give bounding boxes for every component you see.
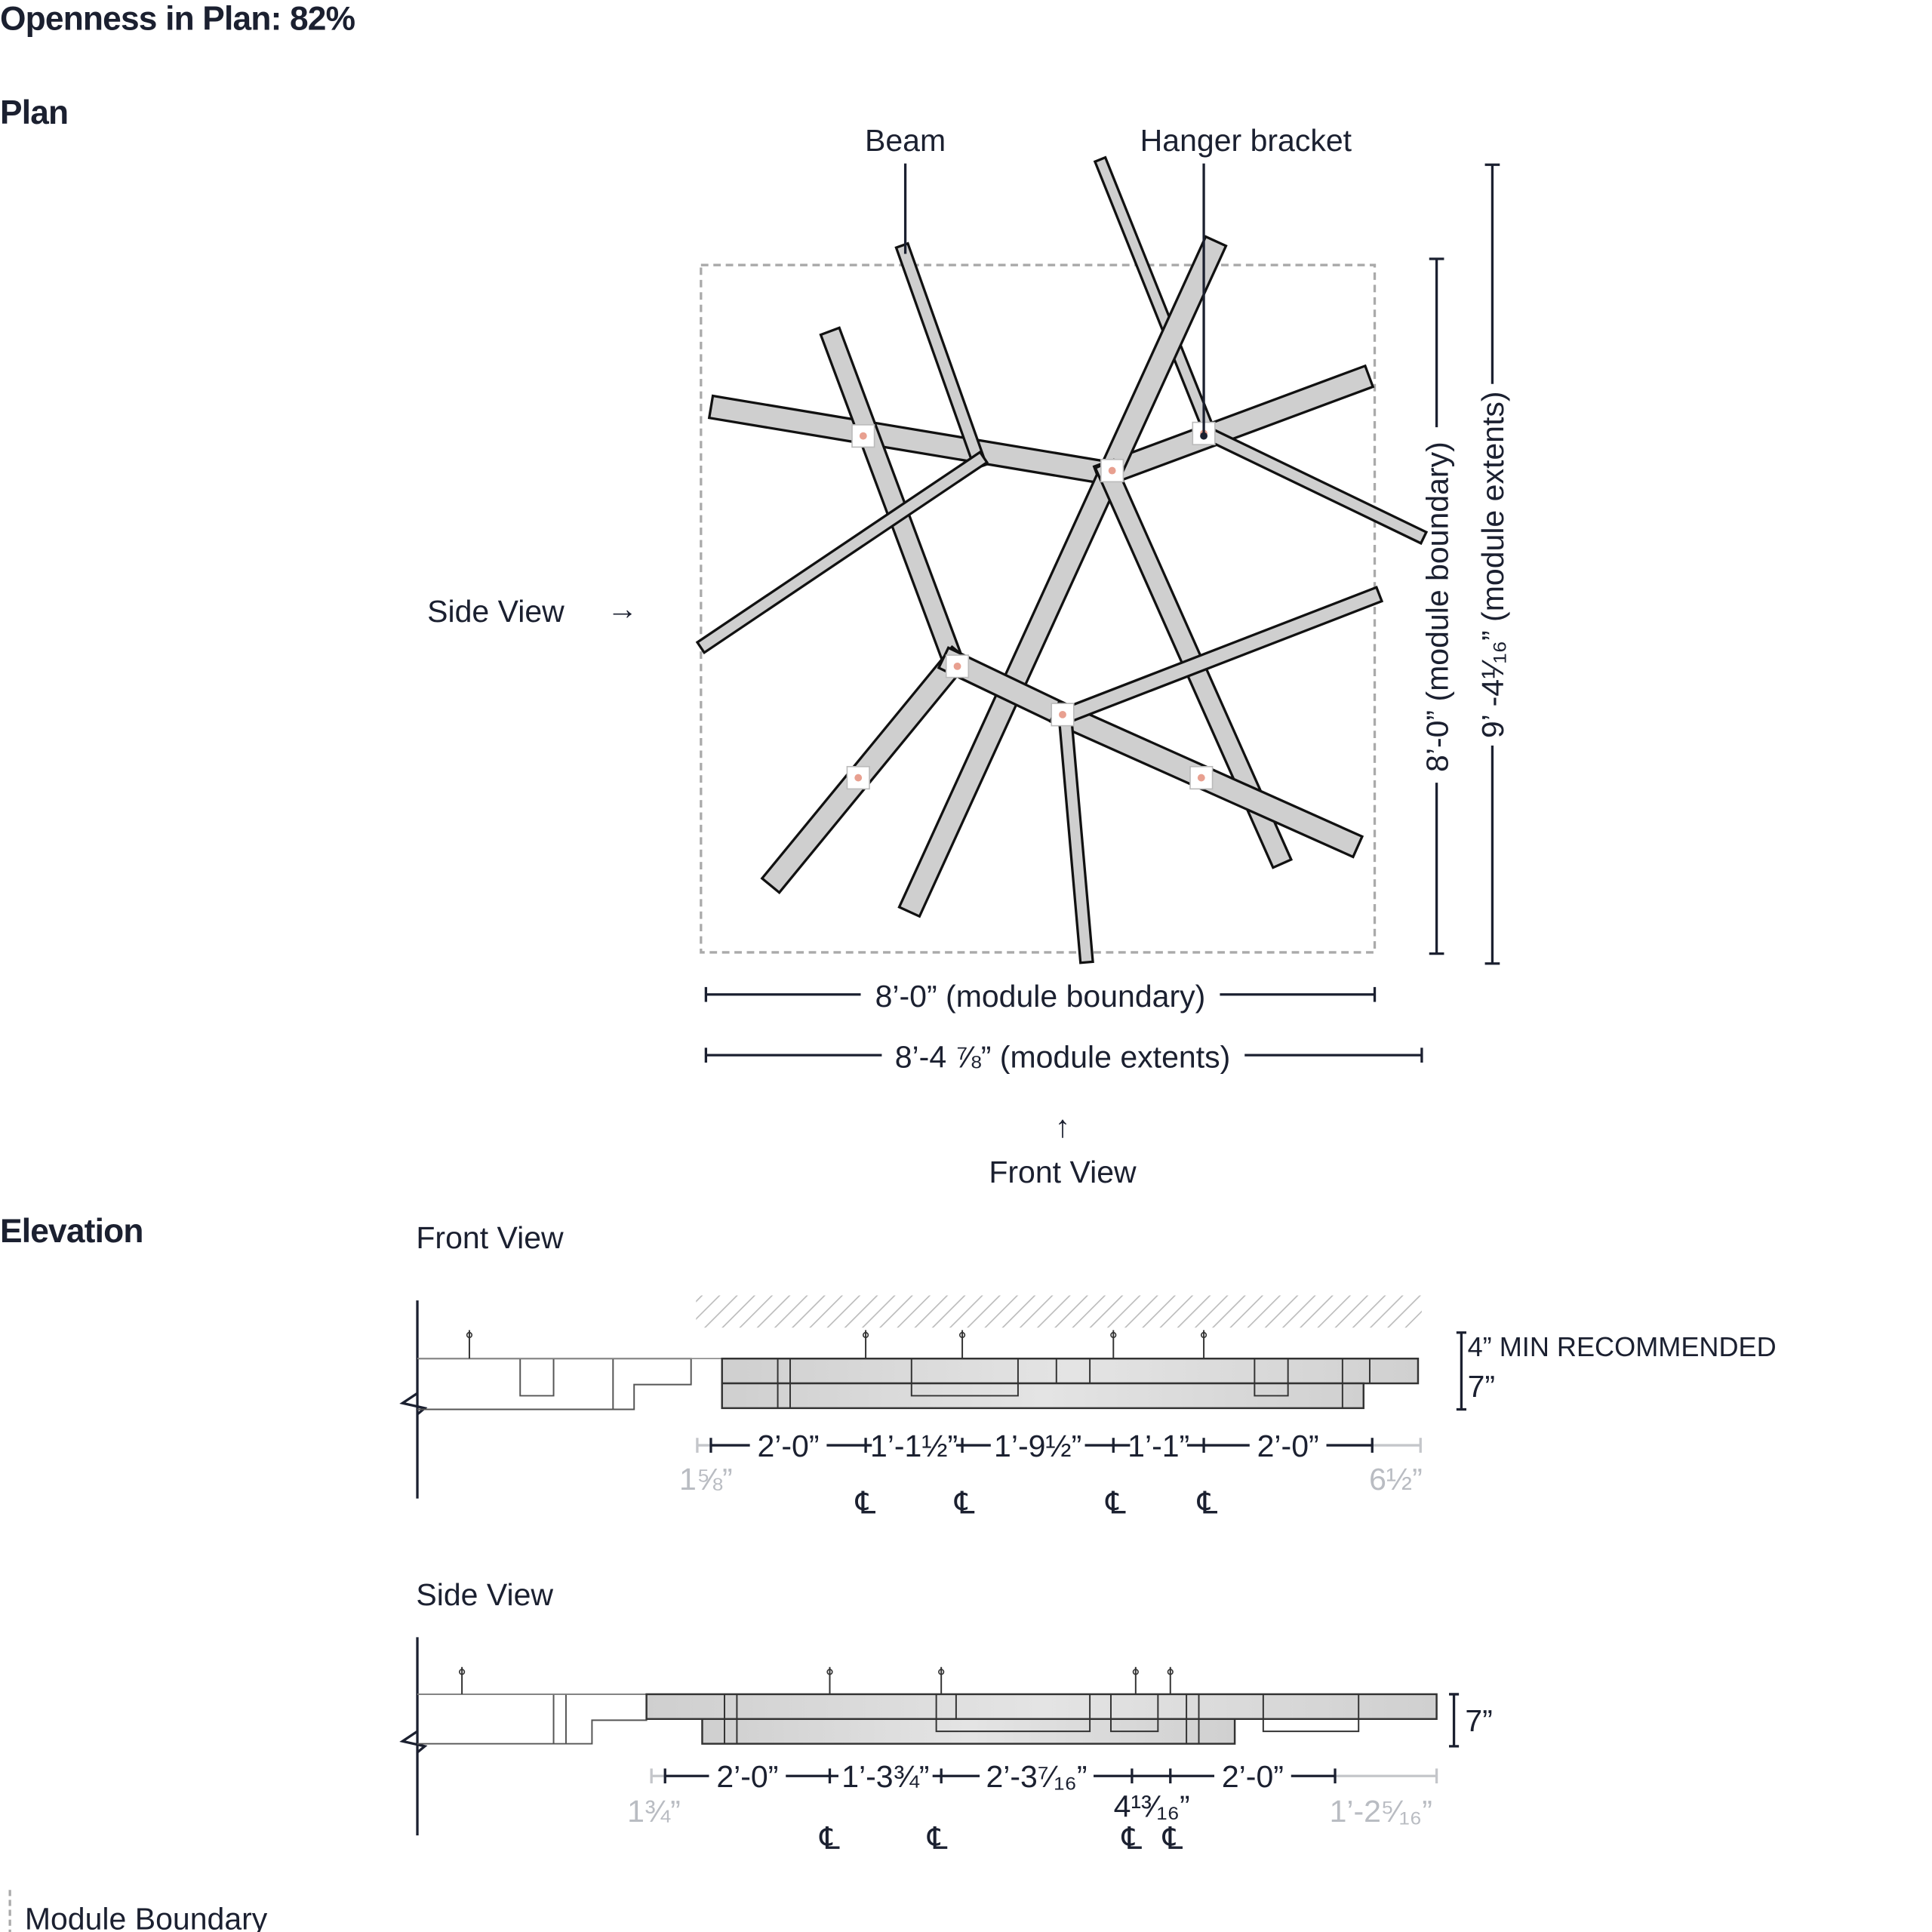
centerline-icon: ℄: [927, 1821, 948, 1856]
centerline-icon: ℄: [1105, 1485, 1126, 1520]
centerline-icon: ℄: [1162, 1821, 1183, 1856]
side-view-arrow-icon: →: [607, 592, 638, 626]
front-depth-label: 7”: [1468, 1369, 1495, 1404]
module-boundary-legend: Module Boundary: [25, 1902, 268, 1932]
centerline-icon: ℄: [855, 1485, 876, 1520]
beam-callout: Beam: [865, 123, 946, 158]
module-boundary-rect: [700, 263, 1377, 954]
dimension-label: 2’-0”: [716, 1759, 778, 1794]
centerline-icon: ℄: [1121, 1821, 1143, 1856]
plan-view: Beam Hanger bracket Side View → ↑ Front …: [427, 123, 1510, 1189]
dimension-label: 1’-9½”: [994, 1429, 1081, 1463]
dimension-label: 1’-1”: [1128, 1429, 1189, 1463]
centerline-icon: ℄: [819, 1821, 840, 1856]
side-offset-left: 1¾”: [627, 1794, 681, 1829]
dimension-label: 2’-0”: [1257, 1429, 1319, 1463]
front-offset-left: 1⅝”: [679, 1462, 733, 1497]
side-view-label: Side View: [427, 594, 565, 629]
hanger-callout-dot: [1200, 432, 1208, 440]
dimension-label: 2’-0”: [1222, 1759, 1284, 1794]
height-boundary-dim: 8’-0” (module boundary): [1420, 441, 1454, 772]
dimension-label: 2’-0”: [757, 1429, 819, 1463]
dimension-label: 1’-1½”: [870, 1429, 958, 1463]
side-small-dim: 4¹³⁄₁₆”: [1114, 1789, 1190, 1823]
width-boundary-dim: 8’-0” (module boundary): [875, 979, 1206, 1014]
dimension-label: 2’-3⁷⁄₁₆”: [986, 1759, 1087, 1794]
centerline-icon: ℄: [1197, 1485, 1218, 1520]
side-offset-right: 1’-2⁵⁄₁₆”: [1330, 1794, 1432, 1829]
width-extents-dim: 8’-4 ⅞” (module extents): [895, 1040, 1231, 1075]
front-elevation-title: Front View: [416, 1220, 564, 1255]
elevation-heading: Elevation: [0, 1213, 143, 1250]
ceiling-hatch: [696, 1295, 1422, 1328]
hanger-callout: Hanger bracket: [1140, 123, 1352, 158]
side-elevation: Side View 7” 2’-0” 1’-3¾” 2’-3⁷⁄₁₆” 2’-0” ℄ ℄…: [399, 1577, 1493, 1856]
centerline-icon: ℄: [954, 1485, 975, 1520]
beams: [695, 155, 1429, 964]
side-elevation-title: Side View: [416, 1577, 553, 1612]
front-view-arrow-icon: ↑: [1055, 1109, 1071, 1143]
hanger-brackets: [846, 421, 1216, 790]
front-elevation: Front View 4” MIN RECOMMENDED 7” 2’-0” 1’…: [399, 1220, 1777, 1520]
min-recommended-label: 4” MIN RECOMMENDED: [1468, 1331, 1777, 1362]
front-view-label: Front View: [989, 1155, 1137, 1189]
side-depth-label: 7”: [1465, 1703, 1492, 1738]
dimension-label: 1’-3¾”: [841, 1759, 929, 1794]
plan-heading: Plan: [0, 94, 68, 131]
height-extents-dim: 9’ -4¹⁄₁₆” (module extents): [1475, 391, 1510, 738]
front-offset-right: 6½”: [1369, 1462, 1423, 1497]
openness-heading: Openness in Plan: 82%: [0, 0, 355, 37]
